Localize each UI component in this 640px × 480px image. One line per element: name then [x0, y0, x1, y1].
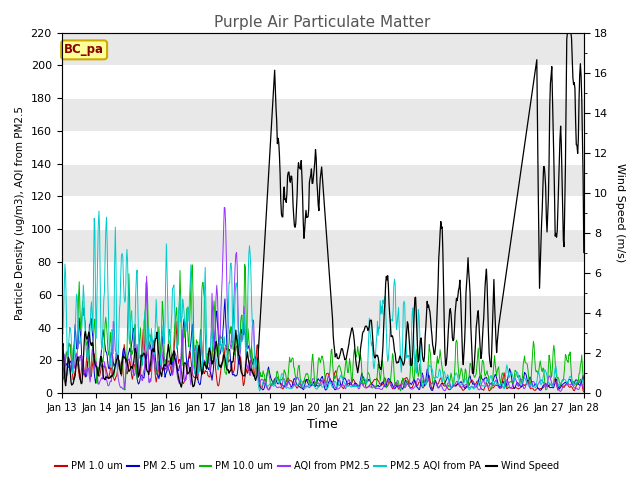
Bar [61, 360, 584, 393]
Bar [61, 295, 584, 327]
Bar [61, 33, 584, 65]
Text: BC_pa: BC_pa [64, 43, 104, 56]
Bar [61, 98, 584, 131]
Y-axis label: Wind Speed (m/s): Wind Speed (m/s) [615, 163, 625, 263]
Legend: PM 1.0 um, PM 2.5 um, PM 10.0 um, AQI from PM2.5, PM2.5 AQI from PA, Wind Speed: PM 1.0 um, PM 2.5 um, PM 10.0 um, AQI fr… [51, 457, 563, 475]
Y-axis label: Particle Density (ug/m3), AQI from PM2.5: Particle Density (ug/m3), AQI from PM2.5 [15, 106, 25, 320]
Bar [61, 229, 584, 262]
Bar [61, 164, 584, 196]
Title: Purple Air Particulate Matter: Purple Air Particulate Matter [214, 15, 431, 30]
X-axis label: Time: Time [307, 419, 338, 432]
